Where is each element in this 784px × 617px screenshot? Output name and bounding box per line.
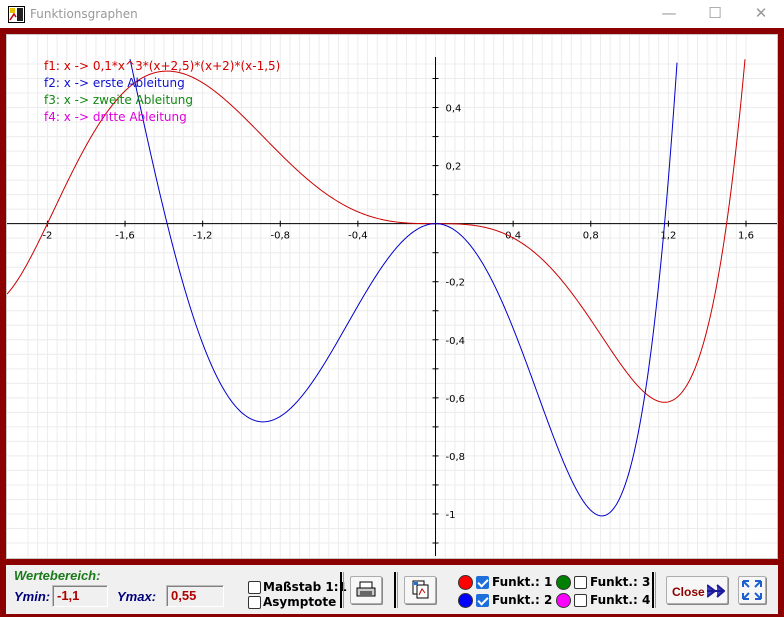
x-tick-label: 1,2 <box>660 231 676 242</box>
close-window-button[interactable]: ✕ <box>754 4 768 22</box>
y-tick-label: -0,4 <box>446 336 466 347</box>
x-tick-label: -1,6 <box>115 231 135 242</box>
legend-f4: f4: x -> dritte Ableitung <box>44 110 187 124</box>
function-legend: f1: x -> 0,1*x^3*(x+2,5)*(x+2)*(x-1,5) f… <box>44 58 280 126</box>
legend-f2: f2: x -> erste Ableitung <box>44 76 185 90</box>
asymptote-label: Asymptote <box>263 595 337 609</box>
series-f2-line <box>129 59 678 517</box>
expand-button[interactable] <box>738 576 766 604</box>
print-button[interactable] <box>350 576 382 604</box>
control-panel: Wertebereich: Ymin: -1,1 Ymax: 0,55 Maßs… <box>0 565 784 617</box>
copy-graph-icon <box>412 580 429 599</box>
maximize-button[interactable]: ☐ <box>708 4 722 22</box>
function-4-label: Funkt.: 4 <box>590 593 651 607</box>
y-tick-label: -0,8 <box>446 452 466 463</box>
x-tick-label: 0,8 <box>583 231 599 242</box>
close-button[interactable]: Close <box>666 576 728 604</box>
ymin-label: Ymin: <box>14 589 51 604</box>
x-tick-label: -0,8 <box>271 231 291 242</box>
function-4-color-dot <box>556 593 571 608</box>
function-1-label: Funkt.: 1 <box>492 575 553 589</box>
ymax-input[interactable]: 0,55 <box>166 585 224 607</box>
wertebereich-title: Wertebereich: <box>14 568 101 583</box>
separator <box>340 572 344 608</box>
separator <box>394 572 398 608</box>
app-icon <box>8 6 25 23</box>
plot-area: -2 -1,6 -1,2 -0,8 -0,4 0,4 0,8 1,2 1,6 0,4 0,2 -0,2… <box>6 34 778 559</box>
function-4-checkbox[interactable] <box>574 594 587 607</box>
close-button-label: Close <box>672 585 705 599</box>
x-tick-label: -1,2 <box>193 231 213 242</box>
y-tick-label: -0,2 <box>446 278 466 289</box>
ymin-input[interactable]: -1,1 <box>52 585 108 607</box>
ymax-label: Ymax: <box>117 589 157 604</box>
separator <box>652 572 656 608</box>
expand-icon <box>742 580 762 600</box>
function-1-checkbox[interactable] <box>476 576 489 589</box>
x-tick-label: -0,4 <box>348 231 368 242</box>
function-1-color-dot <box>458 575 473 590</box>
legend-f1: f1: x -> 0,1*x^3*(x+2,5)*(x+2)*(x-1,5) <box>44 59 281 73</box>
window-title: Funktionsgraphen <box>30 7 138 21</box>
title-bar: Funktionsgraphen — ☐ ✕ <box>0 0 784 28</box>
series-f1-line <box>7 59 746 403</box>
massstab-checkbox[interactable] <box>248 581 261 594</box>
function-2-label: Funkt.: 2 <box>492 593 553 607</box>
graph-frame: -2 -1,6 -1,2 -0,8 -0,4 0,4 0,8 1,2 1,6 0,4 0,2 -0,2… <box>0 28 784 565</box>
printer-icon <box>356 581 376 597</box>
y-tick-label: -1 <box>446 510 456 521</box>
function-3-checkbox[interactable] <box>574 576 587 589</box>
minimize-button[interactable]: — <box>661 4 677 22</box>
x-tick-label: 0,4 <box>505 231 521 242</box>
y-tick-label: 0,4 <box>446 104 462 115</box>
x-tick-label: 1,6 <box>738 231 754 242</box>
arrow-right-icon <box>707 584 725 598</box>
legend-f3: f3: x -> zweite Ableitung <box>44 93 193 107</box>
y-tick-label: -0,6 <box>446 394 466 405</box>
function-2-checkbox[interactable] <box>476 594 489 607</box>
function-plot: -2 -1,6 -1,2 -0,8 -0,4 0,4 0,8 1,2 1,6 0,4 0,2 -0,2… <box>7 35 777 558</box>
copy-graph-button[interactable] <box>404 576 436 604</box>
function-3-color-dot <box>556 575 571 590</box>
massstab-label: Maßstab 1:1 <box>263 580 347 594</box>
y-tick-label: 0,2 <box>446 162 462 173</box>
asymptote-checkbox[interactable] <box>248 596 261 609</box>
function-3-label: Funkt.: 3 <box>590 575 651 589</box>
x-tick-label: -2 <box>42 231 52 242</box>
function-2-color-dot <box>458 593 473 608</box>
